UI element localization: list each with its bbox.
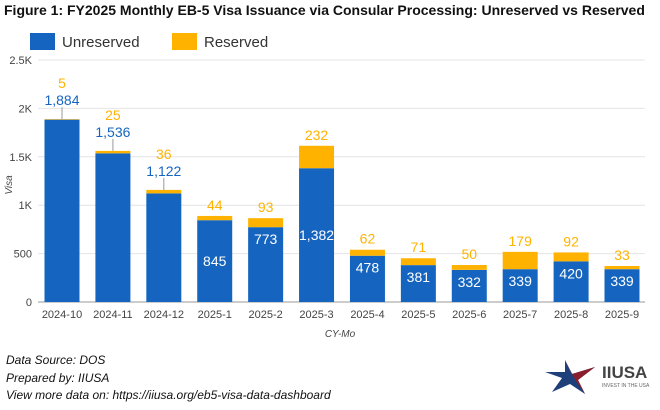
bar-reserved	[553, 252, 589, 262]
data-label-unreserved: 332	[458, 274, 482, 290]
data-label-unreserved: 478	[356, 260, 380, 276]
legend-label-unreserved: Unreserved	[62, 34, 140, 51]
y-tick-label: 2K	[19, 103, 33, 115]
legend-swatch-unreserved	[30, 33, 55, 50]
y-tick-label: 500	[14, 249, 32, 261]
bar-unreserved	[553, 261, 589, 302]
x-tick-label: 2024-11	[93, 309, 133, 321]
data-label-reserved: 179	[509, 233, 533, 249]
x-tick-label: 2025-3	[299, 309, 333, 321]
data-label-unreserved: 420	[559, 265, 583, 281]
data-label-unreserved: 1,884	[44, 92, 79, 108]
bar-unreserved	[299, 168, 335, 302]
y-axis-label: Visa	[4, 175, 15, 195]
data-label-reserved: 33	[614, 247, 630, 263]
data-label-unreserved: 1,382	[299, 227, 334, 243]
bar-unreserved	[349, 255, 385, 302]
y-tick-label: 2.5K	[9, 55, 32, 67]
x-tick-label: 2024-10	[42, 309, 82, 321]
x-tick-label: 2024-12	[144, 309, 184, 321]
data-label-reserved: 62	[360, 231, 376, 247]
data-label-unreserved: 1,536	[95, 124, 130, 140]
data-label-reserved: 232	[305, 127, 329, 143]
data-label-unreserved: 1,122	[146, 163, 181, 179]
x-tick-label: 2025-7	[503, 309, 537, 321]
x-tick-label: 2025-4	[350, 309, 384, 321]
bar-reserved	[502, 251, 538, 270]
prepared-by: Prepared by: IIUSA	[6, 371, 110, 385]
bar-unreserved	[451, 269, 487, 302]
stacked-bar-chart: 0 500 1K 1.5K 2K 2.5K Visa CY-Mo Unreserved Reser…	[4, 33, 645, 340]
x-tick-label: 2025-2	[249, 309, 283, 321]
svg-text:IIUSA: IIUSA	[602, 363, 647, 382]
data-label-reserved: 93	[258, 199, 274, 215]
data-source: Data Source: DOS	[6, 353, 106, 367]
bar-reserved	[146, 189, 182, 194]
bar-unreserved	[197, 220, 233, 302]
data-label-reserved: 25	[105, 107, 121, 123]
data-label-unreserved: 381	[407, 269, 431, 285]
data-label-reserved: 36	[156, 146, 172, 162]
data-label-unreserved: 339	[610, 273, 634, 289]
x-tick-label: 2025-8	[554, 309, 588, 321]
data-label-unreserved: 845	[203, 253, 227, 269]
data-label-reserved: 44	[207, 197, 223, 213]
legend-label-reserved: Reserved	[204, 34, 268, 51]
data-label-reserved: 92	[563, 233, 579, 249]
bar-unreserved	[44, 119, 80, 302]
bar-reserved	[197, 215, 233, 221]
more-data-link[interactable]: View more data on: https://iiusa.org/eb5…	[6, 388, 331, 402]
x-tick-label: 2025-5	[401, 309, 435, 321]
bar-unreserved	[95, 153, 131, 302]
bar-unreserved	[502, 269, 538, 302]
bar-reserved	[248, 218, 284, 228]
x-axis-label: CY-Mo	[325, 329, 356, 340]
bar-reserved	[299, 145, 335, 169]
data-label-reserved: 5	[58, 75, 66, 91]
iiusa-logo: IIUSA INVEST IN THE USA	[545, 360, 650, 394]
bar-reserved	[400, 258, 436, 266]
bar-reserved	[451, 265, 487, 270]
y-tick-label: 1.5K	[9, 152, 32, 164]
bar-unreserved	[146, 193, 182, 302]
bar-unreserved	[604, 269, 640, 302]
data-label-reserved: 71	[411, 239, 427, 255]
x-tick-label: 2025-1	[198, 309, 232, 321]
y-tick-label: 1K	[19, 200, 33, 212]
chart-title: Figure 1: FY2025 Monthly EB-5 Visa Issua…	[4, 2, 645, 18]
bar-reserved	[349, 249, 385, 256]
data-label-unreserved: 339	[509, 273, 533, 289]
bar-unreserved	[248, 227, 284, 302]
bar-unreserved	[400, 265, 436, 302]
bar-reserved	[604, 265, 640, 270]
data-label-unreserved: 773	[254, 231, 278, 247]
legend-swatch-reserved	[172, 33, 197, 50]
y-tick-label: 0	[26, 297, 32, 309]
data-label-reserved: 50	[461, 246, 477, 262]
x-tick-label: 2025-9	[605, 309, 639, 321]
bar-reserved	[95, 150, 131, 154]
x-tick-label: 2025-6	[452, 309, 486, 321]
svg-text:INVEST IN THE USA: INVEST IN THE USA	[602, 383, 650, 389]
